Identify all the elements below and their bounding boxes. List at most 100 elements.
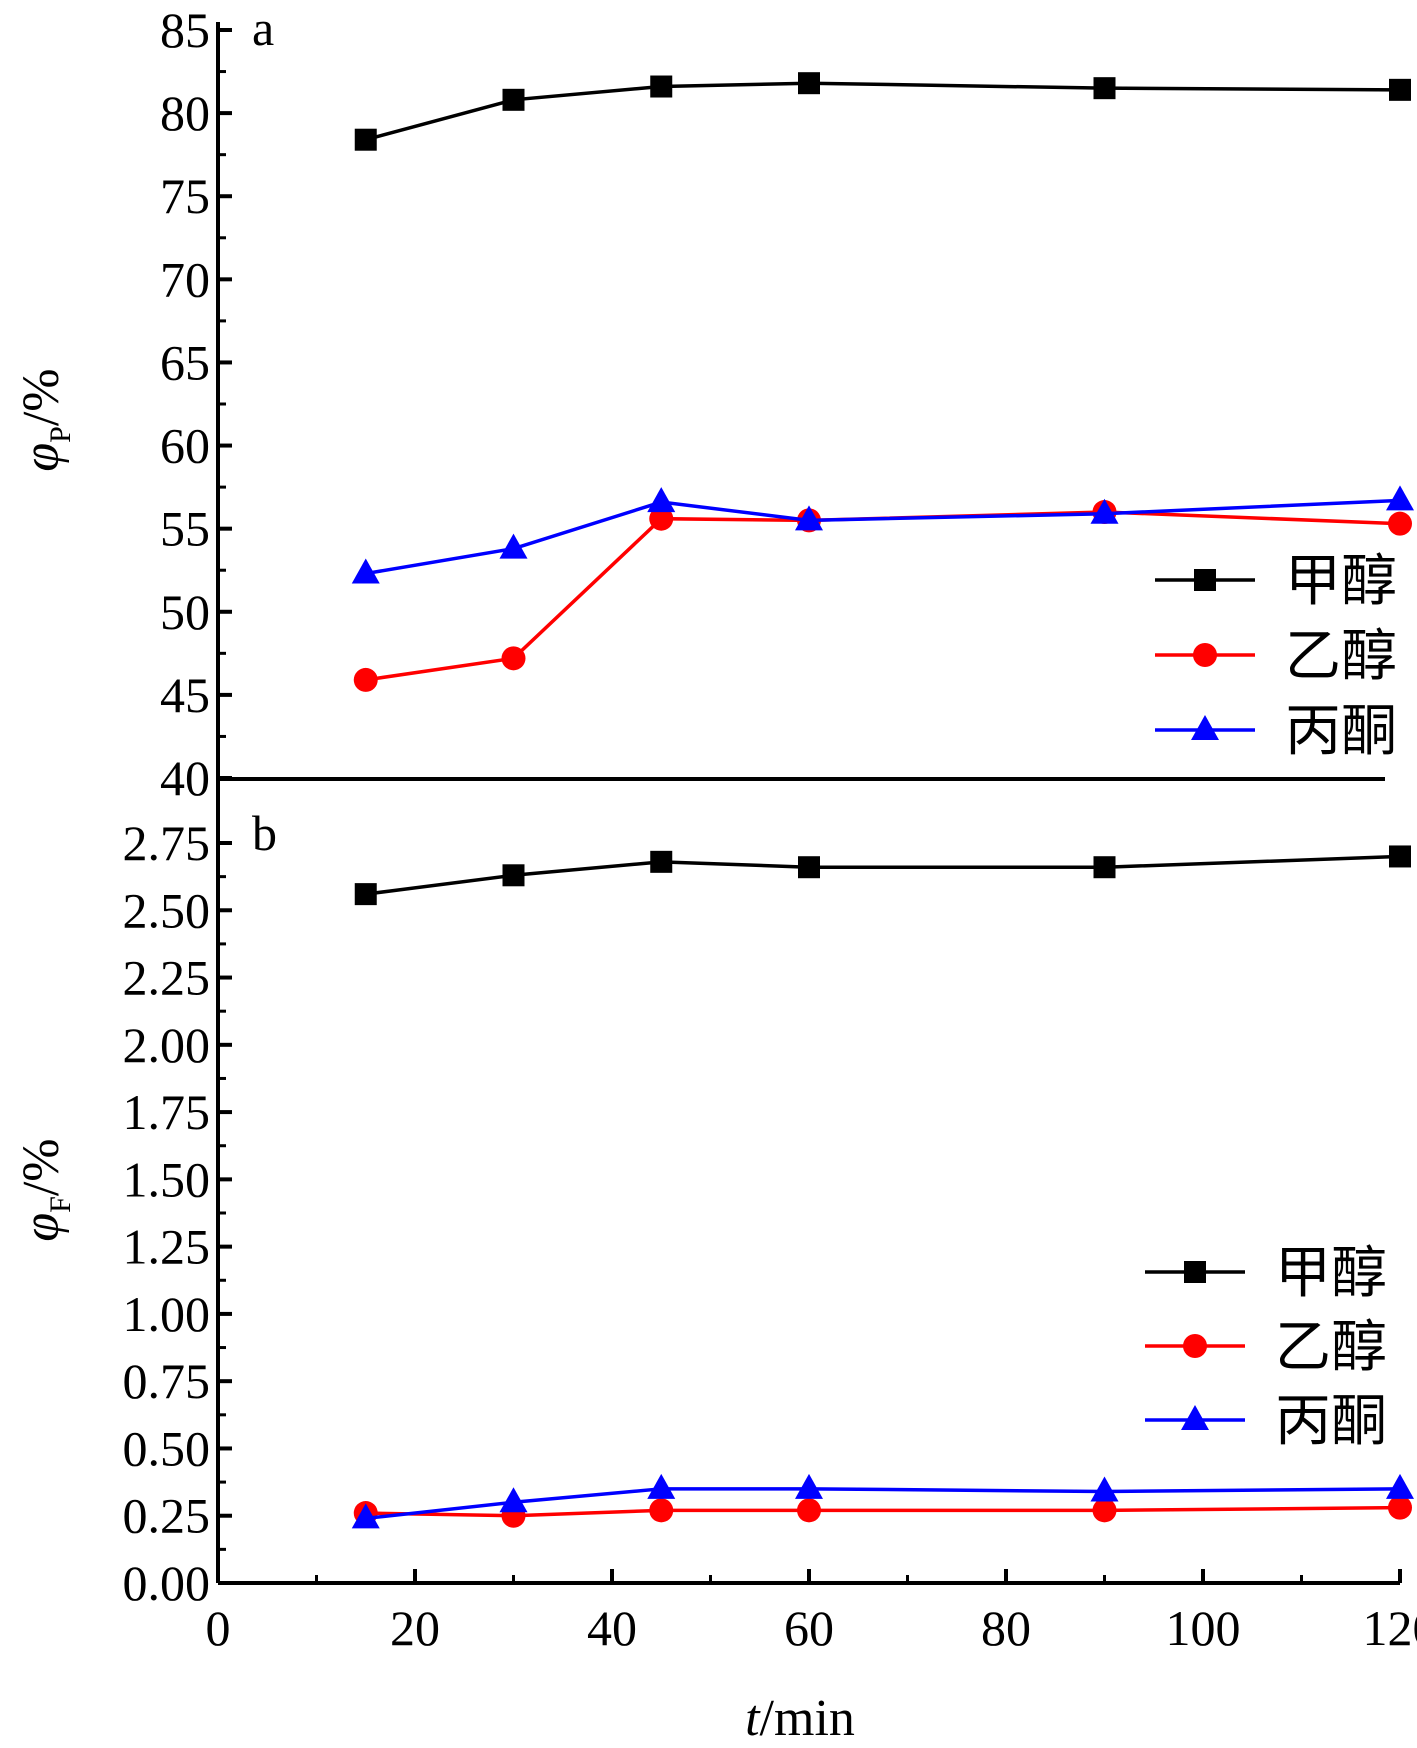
- data-point: [1090, 1476, 1119, 1502]
- data-point: [1386, 485, 1414, 511]
- y-axis-symbol: φ: [13, 1213, 70, 1242]
- data-point: [353, 667, 378, 692]
- legend-marker: [1183, 1334, 1207, 1358]
- data-point: [647, 1473, 676, 1499]
- series-0: [354, 845, 1411, 906]
- y-axis-unit: /%: [13, 368, 70, 426]
- series-line: [365, 498, 1401, 576]
- y-tick-label: 50: [160, 584, 210, 640]
- data-point: [1090, 498, 1119, 524]
- series-line: [365, 854, 1401, 896]
- data-point: [649, 1498, 674, 1523]
- legend-entry-2: 丙酮: [1145, 1391, 1387, 1453]
- data-point: [795, 505, 823, 531]
- y-axis-unit: /%: [13, 1138, 70, 1196]
- x-tick-label: 20: [390, 1600, 440, 1656]
- y-tick-label: 2.00: [123, 1017, 211, 1073]
- y-tick-label: 2.25: [123, 950, 211, 1006]
- y-tick-label: 0.25: [123, 1488, 211, 1544]
- y-tick-label: 0.50: [123, 1420, 211, 1476]
- legend-marker: [1193, 643, 1217, 667]
- data-point: [798, 72, 820, 95]
- series-line: [365, 81, 1401, 142]
- data-point: [1092, 1498, 1117, 1523]
- x-tick-label: 60: [784, 1600, 834, 1656]
- data-point: [354, 128, 377, 151]
- data-point: [1388, 1495, 1412, 1520]
- legend-label: 甲醇: [1275, 1243, 1387, 1305]
- data-point: [499, 1487, 528, 1513]
- data-point: [1389, 845, 1411, 868]
- y-axis-subscript: P: [44, 426, 77, 443]
- data-point: [502, 864, 525, 887]
- y-tick-label: 80: [160, 85, 210, 141]
- series-1: [353, 500, 1412, 692]
- y-tick-label: 1.25: [123, 1219, 211, 1275]
- y-axis-symbol: φ: [13, 443, 70, 472]
- data-point: [797, 1498, 821, 1523]
- data-point: [650, 75, 673, 98]
- legend-marker: [1181, 1405, 1209, 1430]
- y-tick-label: 60: [160, 418, 210, 474]
- y-tick-label: 40: [160, 750, 210, 806]
- x-tick-label: 80: [981, 1600, 1031, 1656]
- legend-label: 丙酮: [1285, 701, 1397, 763]
- y-tick-label: 2.50: [123, 882, 211, 938]
- x-tick-label: 120: [1363, 1600, 1417, 1656]
- legend-label: 丙酮: [1275, 1391, 1387, 1453]
- legend-entry-0: 甲醇: [1155, 551, 1397, 613]
- data-point: [795, 1473, 823, 1499]
- data-point: [499, 533, 528, 559]
- y-tick-label: 70: [160, 251, 210, 307]
- data-point: [798, 856, 820, 879]
- legend-label: 乙醇: [1275, 1317, 1387, 1379]
- legend-entry-0: 甲醇: [1145, 1243, 1387, 1305]
- data-point: [649, 506, 674, 531]
- x-tick-label: 100: [1166, 1600, 1241, 1656]
- legend-marker: [1191, 715, 1219, 740]
- legend-entry-1: 乙醇: [1145, 1317, 1387, 1379]
- x-tick-label: 0: [206, 1600, 231, 1656]
- x-axis-symbol: t: [745, 1690, 761, 1747]
- x-tick-label: 40: [587, 1600, 637, 1656]
- y-tick-label: 2.75: [123, 815, 211, 871]
- legend-entry-2: 丙酮: [1155, 701, 1397, 763]
- legend-label: 乙醇: [1285, 626, 1397, 688]
- panel-label: a: [252, 0, 274, 56]
- data-point: [1386, 1473, 1414, 1499]
- y-tick-label: 0.00: [123, 1555, 211, 1611]
- y-axis-title: φP/%: [13, 368, 77, 471]
- series-line: [365, 510, 1401, 682]
- data-point: [647, 487, 676, 513]
- x-axis-title: t/min: [745, 1690, 855, 1747]
- series-2: [351, 485, 1414, 584]
- data-point: [1093, 77, 1116, 100]
- y-tick-label: 65: [160, 334, 210, 390]
- y-tick-label: 45: [160, 667, 210, 723]
- y-tick-label: 55: [160, 501, 210, 557]
- x-axis-unit: /min: [760, 1690, 855, 1747]
- series-0: [354, 72, 1411, 151]
- y-axis-title: φF/%: [13, 1138, 77, 1241]
- panel-b: 0.00 0.25 0.50 0.75 1.00 1.25 1.50 1.75 2.00 2.25…: [13, 780, 1417, 1747]
- y-tick-label: 85: [160, 2, 210, 58]
- data-point: [1093, 856, 1116, 879]
- data-point: [354, 883, 377, 906]
- series-line: [365, 1487, 1401, 1521]
- data-point: [351, 558, 380, 584]
- y-tick-label: 1.50: [123, 1151, 211, 1207]
- legend-marker: [1184, 1261, 1206, 1283]
- data-point: [1389, 78, 1411, 101]
- legend-entry-1: 乙醇: [1155, 626, 1397, 688]
- y-tick-label: 0.75: [123, 1353, 211, 1409]
- legend-marker: [1194, 569, 1216, 591]
- data-point: [1388, 511, 1412, 536]
- data-point: [501, 646, 526, 671]
- series-line: [365, 1505, 1401, 1518]
- data-point: [502, 88, 525, 111]
- y-tick-label: 75: [160, 168, 210, 224]
- data-point: [650, 850, 673, 873]
- y-tick-label: 1.75: [123, 1084, 211, 1140]
